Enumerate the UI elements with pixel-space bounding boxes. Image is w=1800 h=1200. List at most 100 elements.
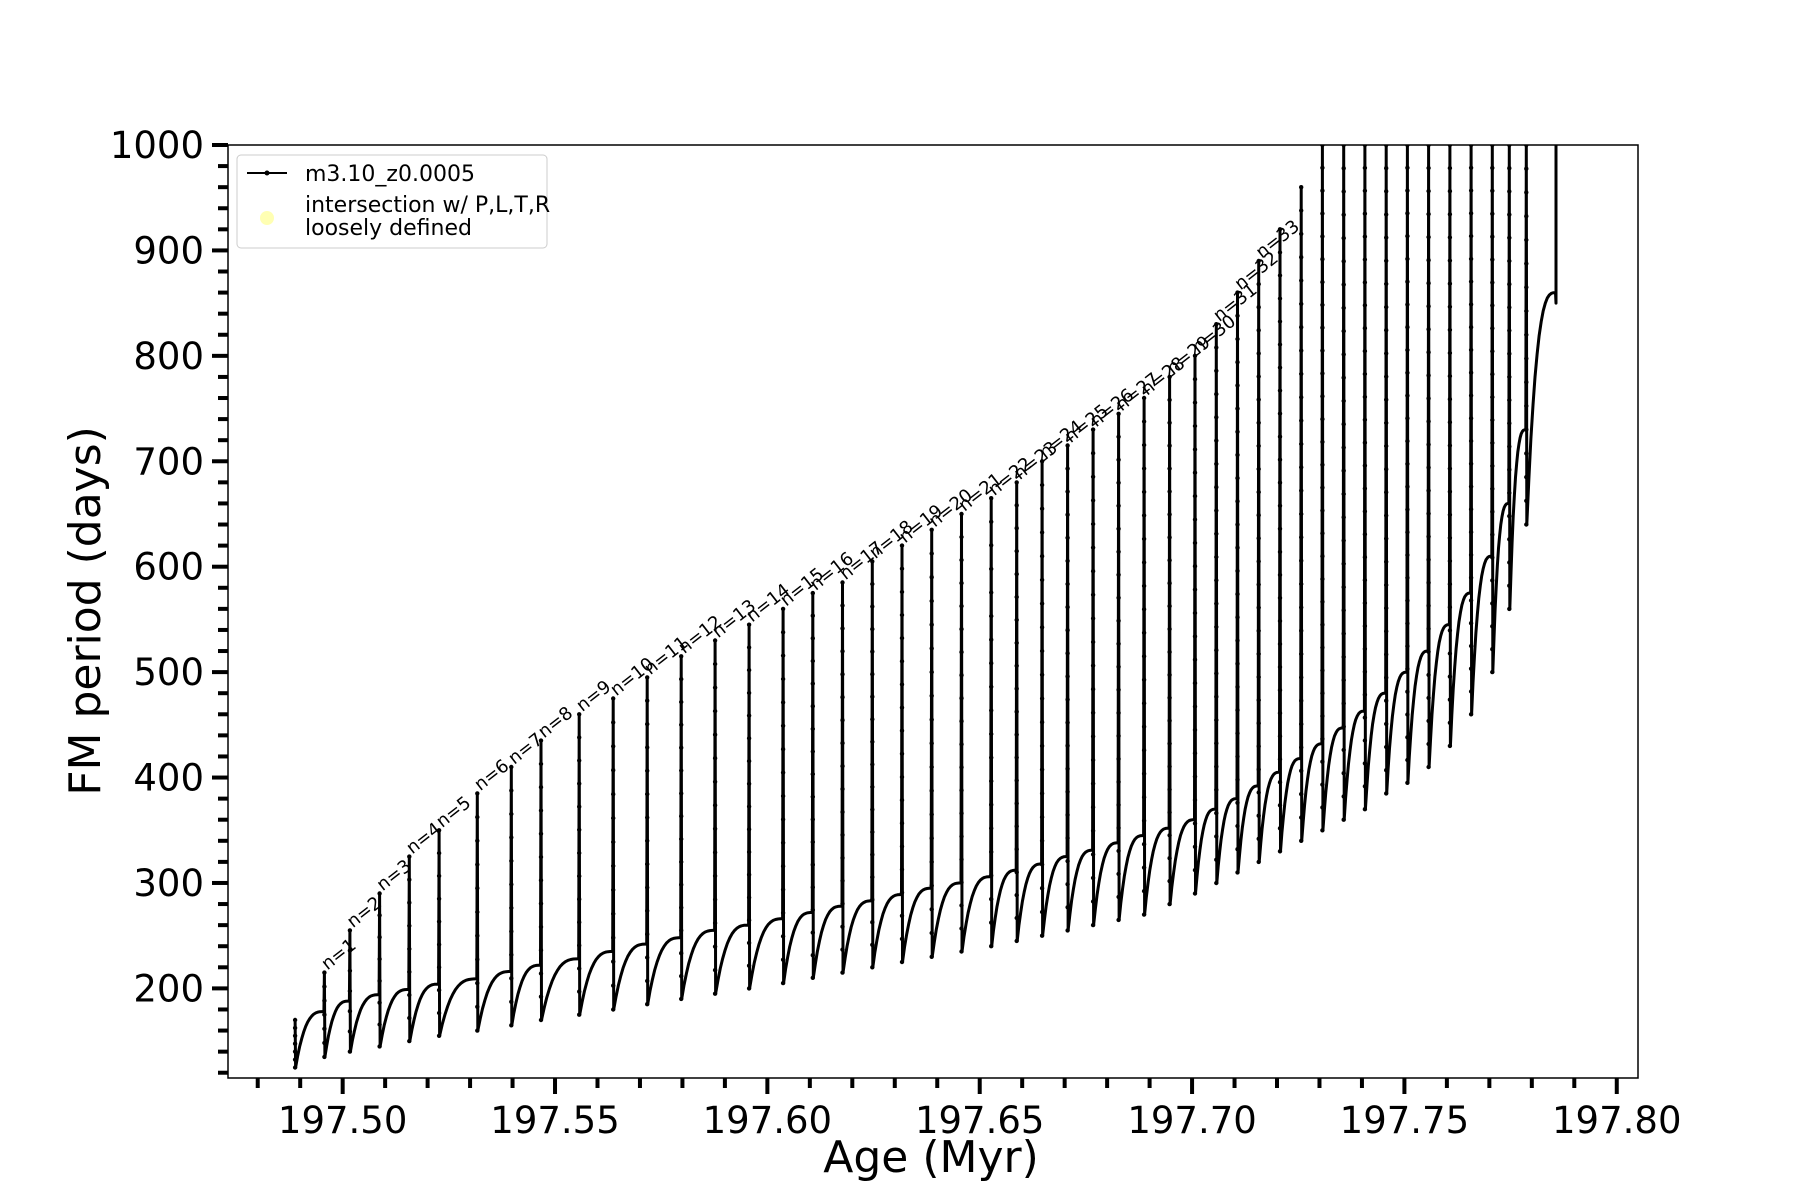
data-point <box>1235 499 1240 504</box>
data-point <box>1341 235 1346 241</box>
data-point <box>1362 348 1368 354</box>
data-point <box>1116 641 1121 646</box>
data-point <box>1277 250 1283 255</box>
data-point <box>1039 814 1045 820</box>
data-point <box>1065 581 1070 587</box>
data-point <box>1299 441 1304 447</box>
data-point <box>1192 891 1198 896</box>
data-point <box>538 785 544 790</box>
data-point <box>611 1007 616 1012</box>
data-point <box>377 1044 382 1049</box>
data-point <box>1490 601 1495 606</box>
data-point <box>1341 189 1346 194</box>
data-point <box>1468 484 1474 489</box>
data-point <box>1447 720 1453 725</box>
data-point <box>1256 420 1261 425</box>
data-point <box>1524 474 1529 480</box>
data-point <box>1235 638 1240 643</box>
data-point <box>840 603 845 608</box>
data-point <box>1468 325 1474 330</box>
data-point <box>1468 347 1474 353</box>
data-point <box>1405 484 1410 489</box>
data-point <box>929 669 934 675</box>
data-point <box>959 534 964 540</box>
data-point <box>1090 805 1096 810</box>
data-point <box>840 786 845 792</box>
data-point <box>1235 290 1240 295</box>
data-point <box>746 827 752 832</box>
data-point <box>1192 377 1198 382</box>
data-point <box>1277 503 1283 508</box>
data-point <box>1167 397 1172 403</box>
data-point <box>611 959 616 964</box>
data-point <box>1384 629 1389 634</box>
data-point <box>1507 397 1512 403</box>
data-point <box>475 838 480 843</box>
data-point <box>1362 761 1368 766</box>
data-point <box>1524 403 1529 409</box>
data-point <box>1447 558 1453 564</box>
data-point <box>1507 421 1512 426</box>
data-point <box>1405 188 1410 193</box>
data-point <box>1235 336 1240 342</box>
data-point <box>712 803 718 808</box>
data-point <box>1256 859 1261 865</box>
data-point <box>929 907 934 912</box>
data-point <box>1039 648 1045 654</box>
data-point <box>1341 701 1346 706</box>
data-point <box>1468 438 1474 444</box>
data-point <box>1299 371 1304 377</box>
data-point <box>538 808 544 813</box>
data-point <box>679 745 684 750</box>
data-point <box>1362 646 1368 652</box>
data-point <box>538 901 544 906</box>
data-point <box>645 721 650 727</box>
data-point <box>347 988 353 994</box>
data-point <box>1426 188 1431 194</box>
data-point <box>1235 360 1240 365</box>
data-point <box>989 613 994 619</box>
data-point <box>1235 847 1240 852</box>
data-point <box>1524 498 1529 503</box>
data-point <box>1426 764 1431 770</box>
data-point <box>1235 522 1240 527</box>
data-point <box>292 1025 298 1031</box>
data-point <box>1116 710 1121 716</box>
data-point <box>1362 555 1368 560</box>
data-point <box>959 511 964 517</box>
data-point <box>1235 615 1240 620</box>
data-point <box>1320 394 1325 399</box>
data-point <box>1256 721 1261 726</box>
data-point <box>1341 398 1346 404</box>
data-point <box>959 742 964 747</box>
data-point <box>1116 411 1121 416</box>
data-point <box>1167 901 1172 907</box>
data-point <box>1299 348 1304 353</box>
data-point <box>1141 630 1147 635</box>
data-point <box>1167 535 1172 540</box>
data-point <box>1090 734 1096 739</box>
data-point <box>1277 411 1283 416</box>
data-point <box>899 543 905 548</box>
data-point <box>645 838 650 843</box>
data-point <box>1405 302 1410 307</box>
x-tick-label: 197.60 <box>703 1099 832 1142</box>
data-point <box>1341 212 1346 217</box>
data-point <box>645 815 650 820</box>
data-point <box>577 735 582 740</box>
data-point <box>1116 733 1121 739</box>
data-point <box>1039 506 1045 511</box>
data-point <box>347 1029 353 1034</box>
data-point <box>1299 395 1304 400</box>
data-point <box>1490 417 1495 423</box>
data-point <box>1167 741 1172 746</box>
data-point <box>1141 795 1147 800</box>
data-point <box>1277 849 1283 854</box>
data-point <box>645 791 650 797</box>
data-point <box>679 654 684 659</box>
data-point <box>1405 461 1410 467</box>
data-point <box>292 1057 298 1062</box>
data-point <box>1299 605 1304 610</box>
data-point <box>1299 535 1304 540</box>
data-point <box>1320 462 1325 467</box>
